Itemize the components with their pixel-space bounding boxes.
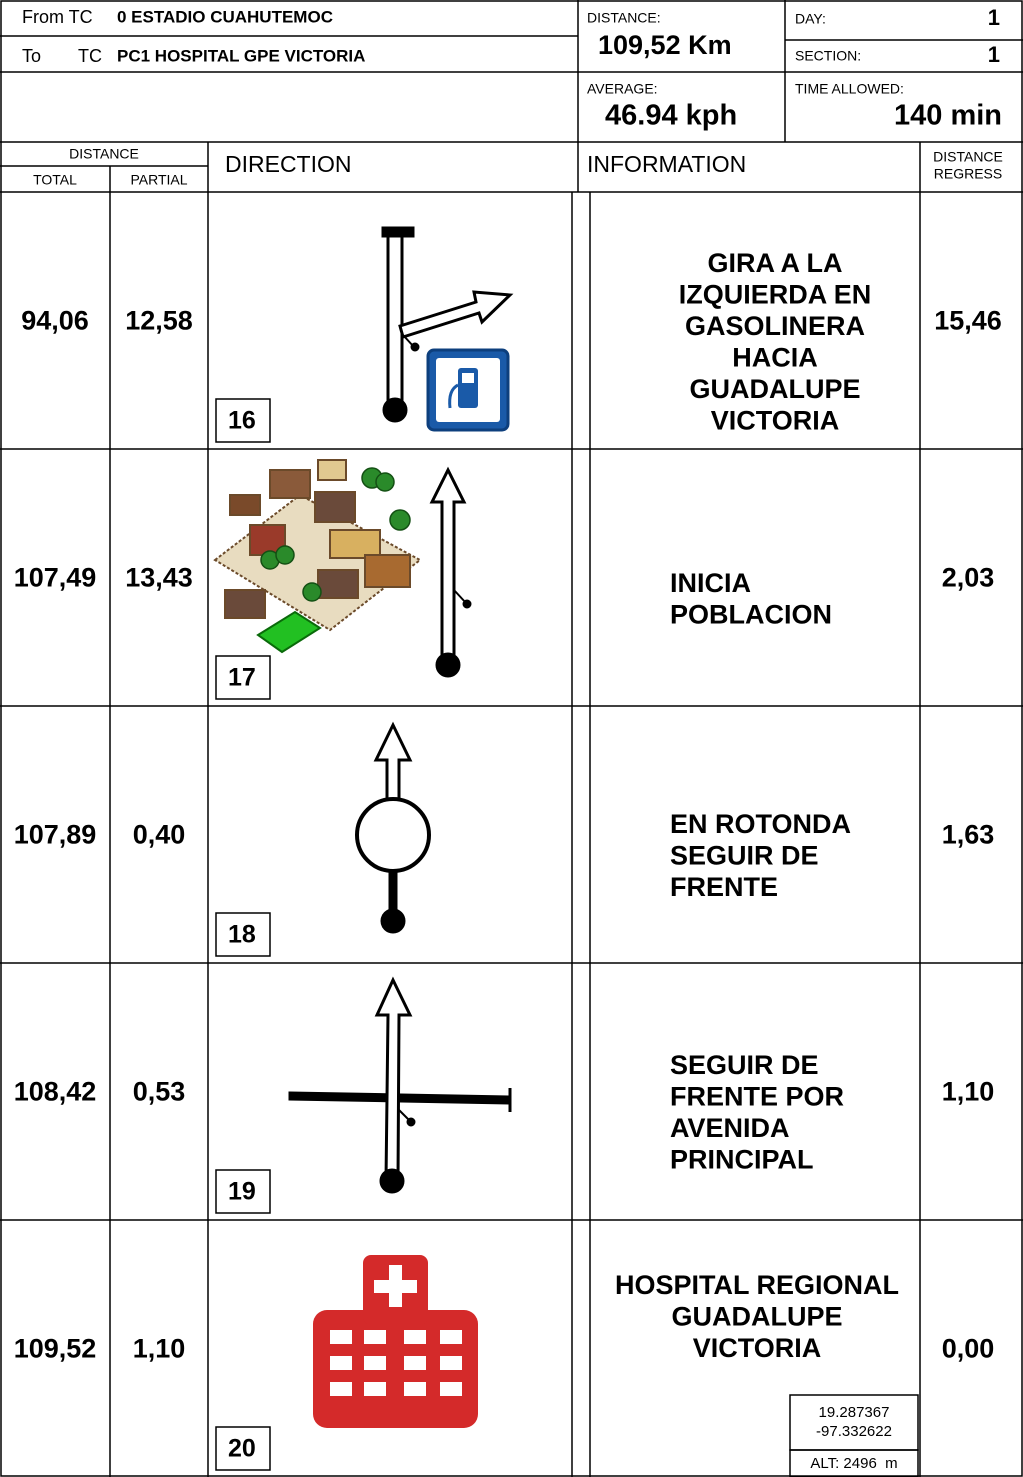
col-distance: DISTANCE <box>69 146 139 162</box>
info-line: GUADALUPE <box>671 1302 842 1332</box>
info-line: VICTORIA <box>711 406 840 436</box>
average-value: 46.94 kph <box>605 100 737 132</box>
info-line: GIRA A LA <box>708 248 843 278</box>
from-label: From TC <box>22 7 93 27</box>
total-distance: 94,06 <box>21 306 89 336</box>
section-value: 1 <box>988 42 1000 67</box>
step-number-box <box>215 912 271 957</box>
info-line: INICIA <box>670 568 751 598</box>
info-line: SEGUIR DE <box>670 841 819 871</box>
col-regress: REGRESS <box>934 166 1002 182</box>
day-value: 1 <box>988 5 1000 30</box>
time-label: TIME ALLOWED: <box>795 81 904 97</box>
step-number-box <box>215 1169 271 1214</box>
regress-distance: 1,10 <box>942 1077 995 1107</box>
section-label: SECTION: <box>795 48 861 64</box>
average-label: AVERAGE: <box>587 81 658 97</box>
partial-distance: 0,40 <box>133 820 186 850</box>
tulip-village <box>213 459 472 678</box>
step-number: 19 <box>228 1178 256 1206</box>
from-value: 0 ESTADIO CUAHUTEMOC <box>117 7 333 26</box>
step-number-box <box>215 1426 271 1471</box>
header: From TC 0 ESTADIO CUAHUTEMOC To TC PC1 H… <box>22 5 1003 188</box>
col-total: TOTAL <box>33 172 77 188</box>
tulip-roundabout <box>355 721 431 934</box>
to-label: To <box>22 46 41 66</box>
regress-distance: 2,03 <box>942 563 995 593</box>
step-number: 20 <box>228 1435 256 1463</box>
time-value: 140 min <box>894 100 1002 132</box>
info-line: VICTORIA <box>693 1333 822 1363</box>
info-line: AVENIDA <box>670 1113 790 1143</box>
day-label: DAY: <box>795 11 826 27</box>
col-information: INFORMATION <box>587 151 746 177</box>
coordinate: -97.332622 <box>816 1423 892 1440</box>
regress-distance: 1,63 <box>942 820 995 850</box>
info-line: POBLACION <box>670 600 832 630</box>
regress-distance: 0,00 <box>942 1334 995 1364</box>
altitude: ALT: 2496 m <box>810 1455 897 1472</box>
total-distance: 107,49 <box>14 563 97 593</box>
col-direction: DIRECTION <box>225 151 352 177</box>
step-number-box <box>215 398 271 443</box>
info-line: FRENTE POR <box>670 1082 844 1112</box>
info-line: HACIA <box>732 343 818 373</box>
coordinate: 19.287367 <box>819 1404 890 1421</box>
to-tc: TC <box>78 46 102 66</box>
info-line: GUADALUPE <box>689 374 860 404</box>
partial-distance: 13,43 <box>125 563 193 593</box>
partial-distance: 0,53 <box>133 1077 186 1107</box>
info-line: IZQUIERDA EN <box>679 280 872 310</box>
partial-distance: 12,58 <box>125 306 193 336</box>
to-value: PC1 HOSPITAL GPE VICTORIA <box>117 46 365 65</box>
distance-value: 109,52 Km <box>598 30 732 60</box>
total-distance: 107,89 <box>14 820 97 850</box>
info-line: GASOLINERA <box>685 311 865 341</box>
step-number-box <box>215 655 271 700</box>
tulip-crossing <box>288 976 512 1194</box>
info-line: FRENTE <box>670 872 778 902</box>
step-number: 16 <box>228 407 256 435</box>
distance-label: DISTANCE: <box>587 10 661 26</box>
step-number: 17 <box>228 664 256 692</box>
info-line: PRINCIPAL <box>670 1145 814 1175</box>
info-line: EN ROTONDA <box>670 809 851 839</box>
tulip-fuel <box>381 226 514 432</box>
regress-distance: 15,46 <box>934 306 1002 336</box>
col-regress: DISTANCE <box>933 149 1003 165</box>
info-line: HOSPITAL REGIONAL <box>615 1270 899 1300</box>
icons <box>213 226 514 1428</box>
info-line: SEGUIR DE <box>670 1050 819 1080</box>
partial-distance: 1,10 <box>133 1334 186 1364</box>
total-distance: 108,42 <box>14 1077 97 1107</box>
total-distance: 109,52 <box>14 1334 97 1364</box>
step-number: 18 <box>228 921 256 949</box>
col-partial: PARTIAL <box>130 172 187 188</box>
hospital-icon <box>313 1255 478 1428</box>
